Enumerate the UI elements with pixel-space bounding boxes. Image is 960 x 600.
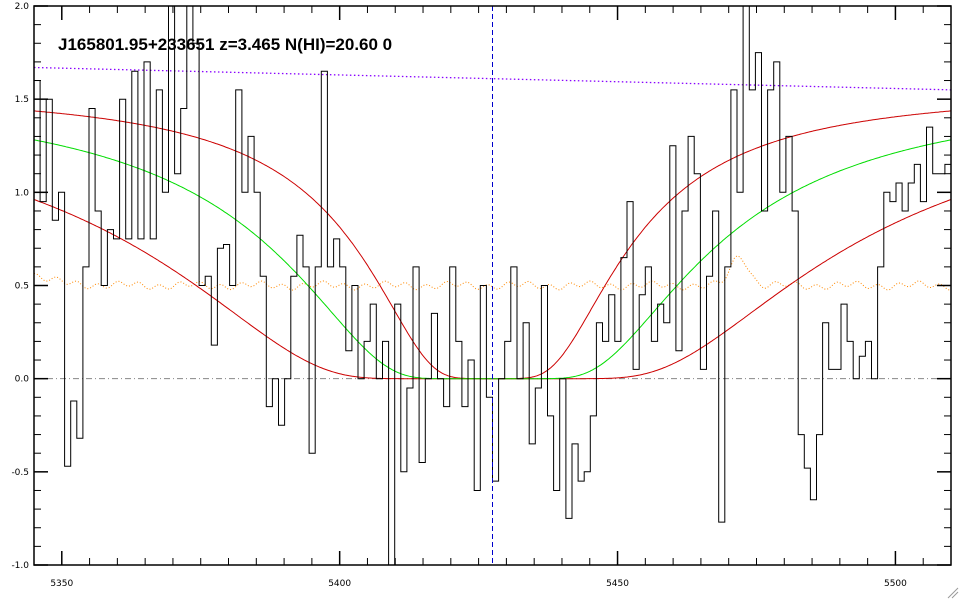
x-tick-label: 5350 [50,579,73,589]
x-tick-label: 5400 [328,579,351,589]
series-layer [34,6,951,565]
y-tick-label: 1.5 [15,95,29,105]
y-tick-label: -0.5 [11,468,29,478]
y-tick-label: 0.0 [15,375,30,385]
x-tick-label: 5450 [606,579,629,589]
chart-title: J165801.95+233651 z=3.465 N(HI)=20.60 0 [58,35,392,54]
plot-area [34,6,951,565]
flux-histogram [34,6,951,565]
y-tick-label: 1.0 [15,188,30,198]
resize-grip-icon [947,587,959,599]
y-tick-label: 0.5 [15,282,29,292]
axes-layer: -1.0 -0.5 0.0 0.5 1.0 1.5 2.0 5350 5400 5450 5500 [11,2,952,589]
y-tick-label: -1.0 [11,561,29,571]
y-tick-label: 2.0 [15,2,30,12]
x-tick-label: 5500 [884,579,907,589]
